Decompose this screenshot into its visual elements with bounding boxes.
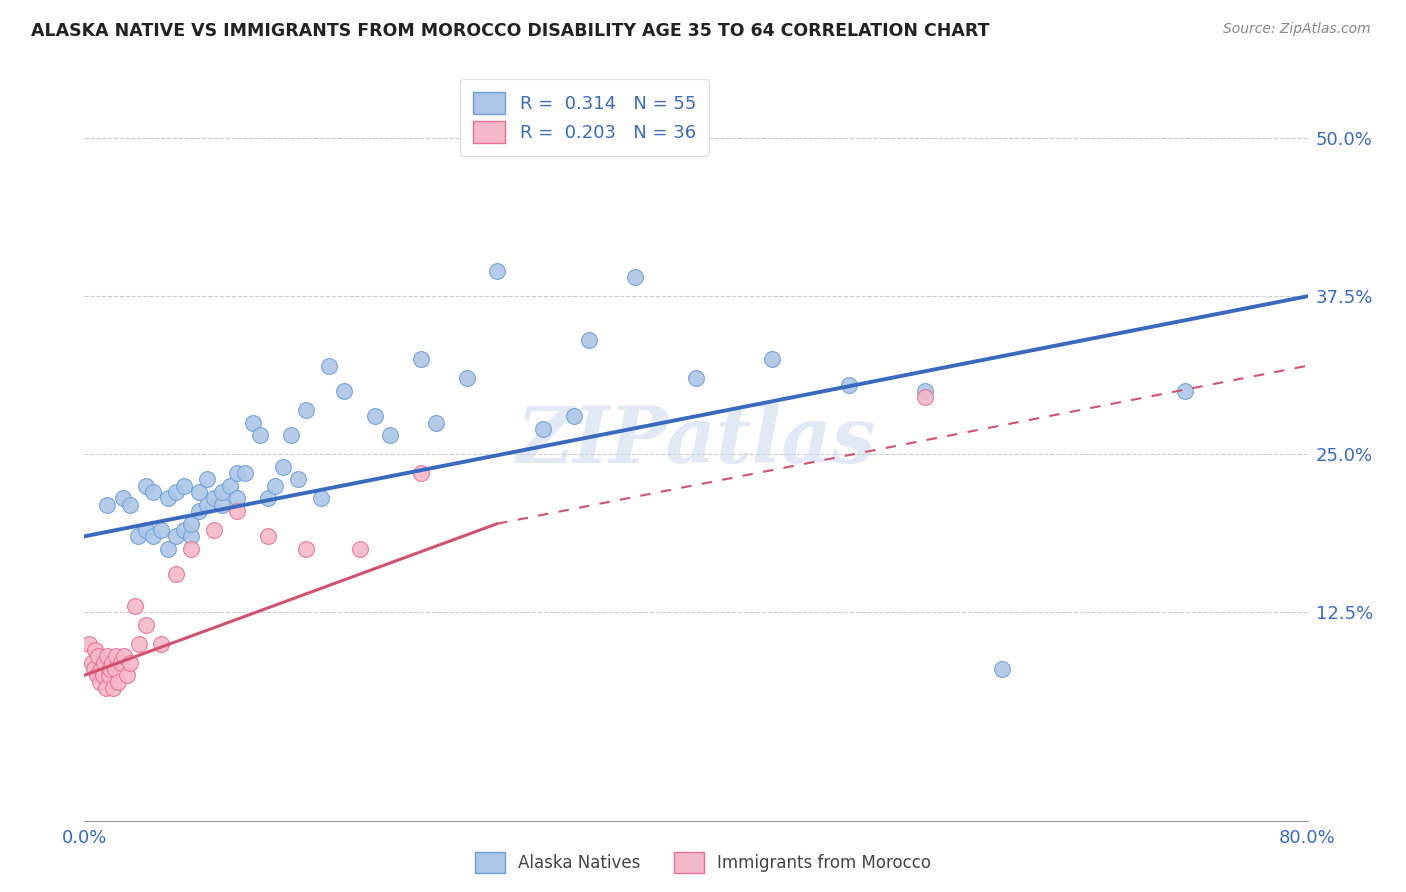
Point [456, 371, 478, 385]
Point [96, 498, 118, 512]
Point [80, 656, 103, 670]
Point [115, 668, 138, 682]
Point [142, 485, 165, 500]
Point [86, 668, 108, 682]
Point [211, 498, 233, 512]
Point [120, 656, 142, 670]
Point [135, 479, 157, 493]
Point [264, 479, 287, 493]
Point [295, 541, 318, 556]
Point [409, 466, 432, 480]
Point [991, 662, 1014, 676]
Point [914, 384, 936, 398]
Point [318, 359, 340, 373]
Text: Source: ZipAtlas.com: Source: ZipAtlas.com [1223, 22, 1371, 37]
Point [202, 491, 225, 506]
Point [97, 668, 120, 682]
Point [87, 649, 110, 664]
Point [914, 390, 936, 404]
Point [333, 384, 356, 398]
Point [107, 674, 129, 689]
Text: ZIPatlas: ZIPatlas [516, 403, 876, 480]
Point [380, 428, 402, 442]
Point [84, 643, 107, 657]
Point [94, 681, 117, 695]
Text: ALASKA NATIVE VS IMMIGRANTS FROM MOROCCO DISABILITY AGE 35 TO 64 CORRELATION CHA: ALASKA NATIVE VS IMMIGRANTS FROM MOROCCO… [31, 22, 990, 40]
Point [135, 523, 157, 537]
Point [226, 504, 249, 518]
Point [311, 491, 333, 506]
Point [295, 403, 318, 417]
Point [120, 498, 142, 512]
Point [96, 649, 118, 664]
Point [157, 541, 180, 556]
Point [165, 567, 187, 582]
Point [149, 523, 172, 537]
Point [242, 416, 264, 430]
Point [838, 377, 860, 392]
Point [149, 637, 172, 651]
Point [287, 473, 309, 487]
Point [624, 270, 647, 285]
Point [101, 656, 124, 670]
Point [562, 409, 585, 424]
Point [103, 681, 125, 695]
Point [211, 485, 233, 500]
Point [89, 674, 111, 689]
Point [104, 662, 127, 676]
Point [218, 479, 240, 493]
Point [90, 662, 112, 676]
Point [77, 637, 100, 651]
Point [195, 473, 218, 487]
Point [93, 656, 115, 670]
Point [271, 459, 294, 474]
Point [83, 662, 105, 676]
Point [124, 599, 146, 613]
Point [349, 541, 371, 556]
Point [105, 649, 128, 664]
Point [98, 662, 121, 676]
Point [165, 485, 187, 500]
Point [761, 352, 783, 367]
Point [127, 529, 149, 543]
Point [409, 352, 432, 367]
Legend: Alaska Natives, Immigrants from Morocco: Alaska Natives, Immigrants from Morocco [468, 846, 938, 880]
Point [111, 491, 134, 506]
Point [110, 656, 132, 670]
Point [188, 485, 211, 500]
Point [233, 466, 256, 480]
Point [486, 264, 509, 278]
Point [173, 479, 195, 493]
Point [157, 491, 180, 506]
Point [195, 498, 218, 512]
Point [257, 529, 280, 543]
Point [112, 649, 135, 664]
Point [531, 422, 554, 436]
Point [578, 334, 600, 348]
Point [173, 523, 195, 537]
Point [425, 416, 447, 430]
Point [128, 637, 150, 651]
Point [249, 428, 271, 442]
Point [180, 541, 202, 556]
Point [202, 523, 225, 537]
Point [135, 617, 157, 632]
Point [226, 491, 249, 506]
Point [1174, 384, 1197, 398]
Legend: R =  0.314   N = 55, R =  0.203   N = 36: R = 0.314 N = 55, R = 0.203 N = 36 [460, 79, 709, 155]
Point [142, 529, 165, 543]
Point [180, 516, 202, 531]
Point [226, 466, 249, 480]
Point [165, 529, 187, 543]
Point [257, 491, 280, 506]
Point [685, 371, 707, 385]
Point [364, 409, 387, 424]
Point [188, 504, 211, 518]
Point [280, 428, 302, 442]
Point [180, 529, 202, 543]
Point [91, 668, 114, 682]
